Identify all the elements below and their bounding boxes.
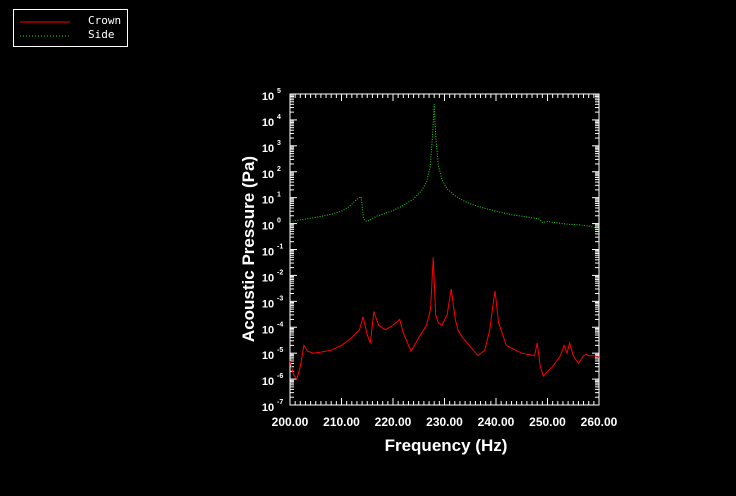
y-tick-exponent: -6 [277, 373, 283, 380]
plot-frame [289, 93, 600, 406]
x-tick-label: 250.00 [529, 415, 566, 429]
y-tick-label: 10 [262, 272, 274, 284]
y-tick-exponent: -2 [277, 269, 283, 276]
y-tick-exponent: -3 [277, 295, 283, 302]
x-axis: 200.00 210.00 220.00 230.00 240.00 250.00 260.… [272, 94, 618, 429]
y-tick-label: 10 [262, 350, 274, 362]
legend: Crown Side [13, 9, 128, 47]
y-tick-exponent: -4 [277, 321, 283, 328]
series-line-side [289, 104, 600, 229]
x-axis-title: Frequency (Hz) [385, 436, 508, 455]
series-layer [289, 104, 600, 381]
y-tick-exponent: 2 [277, 166, 281, 173]
y-tick-exponent: 1 [277, 192, 281, 199]
y-tick-exponent: 5 [277, 88, 281, 95]
y-tick-label: 10 [262, 117, 274, 129]
y-tick-label: 10 [262, 376, 274, 388]
y-tick-label: 10 [262, 298, 274, 310]
y-tick-label: 10 [262, 324, 274, 336]
y-tick-exponent: 3 [277, 140, 281, 147]
y-tick-exponent: -5 [277, 347, 283, 354]
x-tick-label: 220.00 [375, 415, 412, 429]
legend-label-crown: Crown [88, 14, 122, 27]
y-tick-exponent: 0 [277, 218, 281, 225]
y-tick-label: 10 [262, 195, 274, 207]
x-tick-label: 230.00 [426, 415, 463, 429]
y-tick-label: 10 [262, 143, 274, 155]
y-tick-exponent: -1 [277, 244, 283, 251]
y-tick-label: 10 [262, 402, 274, 414]
legend-label-side: Side [88, 28, 115, 41]
y-tick-label: 10 [262, 221, 274, 233]
x-tick-label: 260.00 [581, 415, 618, 429]
x-tick-label: 200.00 [272, 415, 309, 429]
y-tick-exponent: 4 [277, 114, 281, 121]
y-axis-title: Acoustic Pressure (Pa) [239, 156, 258, 342]
series-line-crown [289, 257, 600, 381]
y-tick-label: 10 [262, 247, 274, 259]
legend-item-crown: Crown [20, 14, 125, 29]
y-tick-label: 10 [262, 91, 274, 103]
legend-swatch-crown [20, 21, 70, 23]
y-tick-label: 10 [262, 169, 274, 181]
legend-swatch-side [20, 35, 70, 37]
x-tick-label: 210.00 [323, 415, 360, 429]
legend-item-side: Side [20, 28, 125, 43]
plot-border [289, 93, 600, 406]
y-tick-exponent: -7 [277, 399, 283, 406]
x-tick-label: 240.00 [478, 415, 515, 429]
